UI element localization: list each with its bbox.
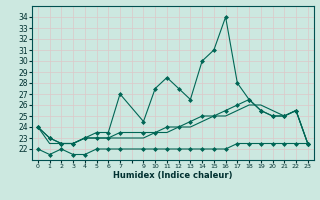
X-axis label: Humidex (Indice chaleur): Humidex (Indice chaleur) bbox=[113, 171, 233, 180]
